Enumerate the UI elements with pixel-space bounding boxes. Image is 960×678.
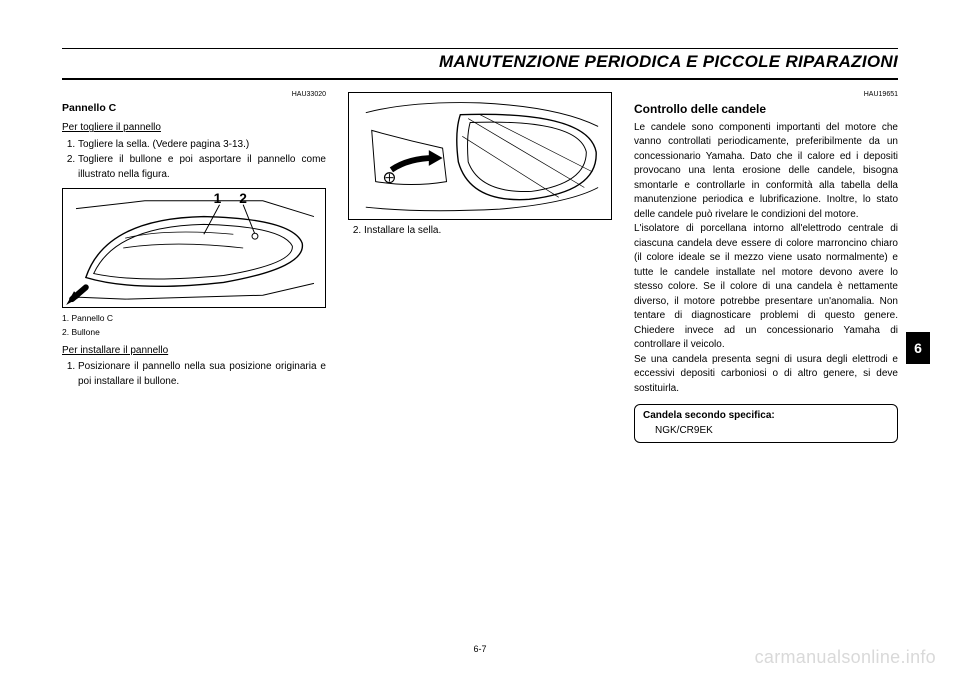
caption-2: 2. Bullone xyxy=(62,326,326,338)
panel-c-title: Pannello C xyxy=(62,101,326,116)
spark-plug-body-3: Se una candela presenta segni di usura d… xyxy=(634,353,898,397)
section-title: MANUTENZIONE PERIODICA E PICCOLE RIPARAZ… xyxy=(62,48,898,80)
step-install-seat: Installare la sella. xyxy=(364,224,612,239)
figure-panel-c: 1 2 xyxy=(62,188,326,308)
figure-install xyxy=(348,92,612,220)
ref-code-2: HAU19651 xyxy=(634,90,898,100)
column-1: HAU33020 Pannello C Per togliere il pann… xyxy=(62,90,326,443)
watermark: carmanualsonline.info xyxy=(755,647,936,668)
ref-code: HAU33020 xyxy=(62,90,326,100)
content-columns: HAU33020 Pannello C Per togliere il pann… xyxy=(62,90,898,443)
spark-plug-title: Controllo delle candele xyxy=(634,101,898,118)
figure-captions: 1. Pannello C 2. Bullone xyxy=(62,312,326,338)
remove-steps: Togliere la sella. (Vedere pagina 3-13.)… xyxy=(62,138,326,183)
step-remove-bolt: Togliere il bullone e poi asportare il p… xyxy=(78,153,326,182)
step-remove-seat: Togliere la sella. (Vedere pagina 3-13.) xyxy=(78,138,326,153)
install-seat-steps: Installare la sella. xyxy=(348,224,612,239)
remove-panel-heading: Per togliere il pannello xyxy=(62,121,326,136)
spec-value: NGK/CR9EK xyxy=(643,424,889,439)
step-position-panel: Posizionare il pannello nella sua posizi… xyxy=(78,360,326,389)
caption-1: 1. Pannello C xyxy=(62,312,326,324)
fig-label-2: 2 xyxy=(239,191,247,206)
spec-label: Candela secondo specifica: xyxy=(643,409,889,424)
install-steps: Posizionare il pannello nella sua posizi… xyxy=(62,360,326,389)
fig-label-1: 1 xyxy=(214,191,222,206)
column-2: Installare la sella. xyxy=(348,90,612,443)
manual-page: MANUTENZIONE PERIODICA E PICCOLE RIPARAZ… xyxy=(0,0,960,678)
install-panel-heading: Per installare il pannello xyxy=(62,344,326,359)
spark-plug-body-2: L'isolatore di porcellana intorno all'el… xyxy=(634,222,898,353)
column-3: HAU19651 Controllo delle candele Le cand… xyxy=(634,90,898,443)
chapter-tab: 6 xyxy=(906,332,930,364)
spec-box: Candela secondo specifica: NGK/CR9EK xyxy=(634,404,898,443)
spark-plug-body-1: Le candele sono componenti importanti de… xyxy=(634,121,898,223)
